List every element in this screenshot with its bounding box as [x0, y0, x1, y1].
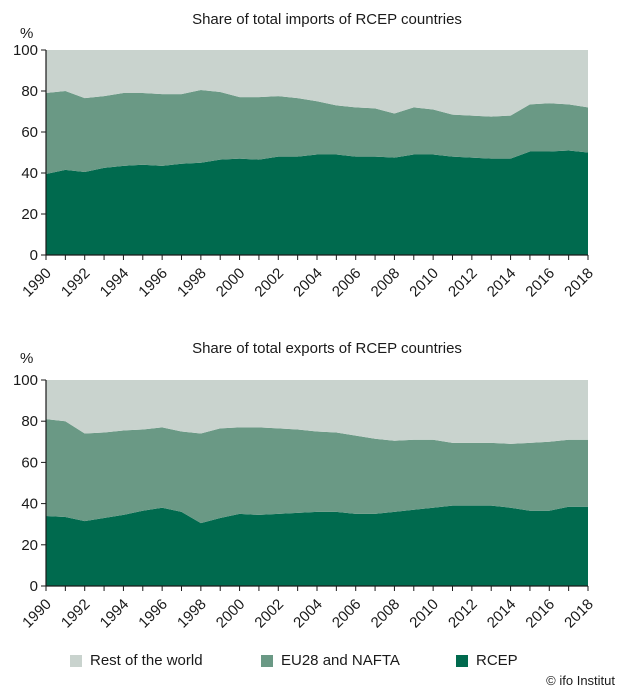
imports-y-unit-label: % — [20, 25, 33, 42]
imports-area-eu28-and-nafta — [46, 89, 588, 175]
exports-x-tick-label-2014: 2014 — [484, 596, 520, 632]
legend-label-rcep: RCEP — [476, 652, 518, 669]
exports-area-rcep — [46, 505, 588, 586]
imports-chart-title: Share of total imports of RCEP countries — [192, 11, 462, 28]
exports-area-eu28-and-nafta — [46, 419, 588, 524]
imports-y-tick-label-60: 60 — [21, 124, 38, 141]
credit-text: © ifo Institut — [546, 673, 615, 688]
legend-label-eu28-nafta: EU28 and NAFTA — [281, 652, 400, 669]
imports-x-tick-label-2000: 2000 — [213, 265, 249, 301]
exports-x-tick-label-2012: 2012 — [445, 596, 481, 632]
exports-x-tick-label-2016: 2016 — [522, 596, 558, 632]
exports-x-tick-label-2008: 2008 — [368, 596, 404, 632]
imports-x-tick-label-2008: 2008 — [368, 265, 404, 301]
imports-x-tick-label-2016: 2016 — [522, 265, 558, 301]
imports-x-tick-label-2006: 2006 — [329, 265, 365, 301]
imports-y-tick-label-80: 80 — [21, 83, 38, 100]
exports-x-tick-label-2002: 2002 — [251, 596, 287, 632]
exports-x-tick-label-2000: 2000 — [213, 596, 249, 632]
imports-y-tick-label-20: 20 — [21, 206, 38, 223]
imports-x-tick-label-1996: 1996 — [135, 265, 171, 301]
legend-swatch-rest-of-world — [70, 654, 82, 667]
imports-x-tick-label-2014: 2014 — [484, 265, 520, 301]
legend-item-rest-of-world: Rest of the world — [70, 652, 203, 669]
exports-y-tick-label-40: 40 — [21, 496, 38, 513]
imports-y-tick-label-100: 100 — [13, 42, 38, 59]
legend: Rest of the world EU28 and NAFTA RCEP — [0, 652, 623, 674]
imports-x-tick-label-1998: 1998 — [174, 265, 210, 301]
imports-x-tick-label-1994: 1994 — [97, 265, 133, 301]
imports-y-tick-label-0: 0 — [30, 247, 38, 264]
exports-y-tick-label-100: 100 — [13, 372, 38, 389]
exports-x-tick-label-2018: 2018 — [561, 596, 597, 632]
legend-swatch-rcep — [456, 654, 468, 667]
legend-item-eu28-nafta: EU28 and NAFTA — [261, 652, 400, 669]
imports-x-tick-label-1990: 1990 — [19, 265, 55, 301]
exports-y-unit-label: % — [20, 350, 33, 367]
exports-x-tick-label-2006: 2006 — [329, 596, 365, 632]
imports-x-tick-label-2012: 2012 — [445, 265, 481, 301]
legend-label-rest-of-world: Rest of the world — [90, 652, 203, 669]
exports-x-tick-label-1994: 1994 — [97, 596, 133, 632]
exports-x-tick-label-2004: 2004 — [290, 596, 326, 632]
exports-x-tick-label-2010: 2010 — [406, 596, 442, 632]
exports-x-tick-label-1992: 1992 — [58, 596, 94, 632]
imports-x-tick-label-1992: 1992 — [58, 265, 94, 301]
exports-y-tick-label-0: 0 — [30, 578, 38, 595]
imports-y-tick-label-40: 40 — [21, 165, 38, 182]
imports-x-tick-label-2002: 2002 — [251, 265, 287, 301]
imports-x-tick-label-2010: 2010 — [406, 265, 442, 301]
exports-x-tick-label-1990: 1990 — [19, 596, 55, 632]
imports-x-tick-label-2018: 2018 — [561, 265, 597, 301]
imports-area-rest-of-the-world — [46, 50, 588, 117]
exports-chart-title: Share of total exports of RCEP countries — [192, 340, 462, 357]
exports-y-tick-label-20: 20 — [21, 537, 38, 554]
legend-swatch-eu28-nafta — [261, 654, 273, 667]
imports-area-rcep — [46, 150, 588, 255]
exports-area-rest-of-the-world — [46, 380, 588, 444]
imports-x-tick-label-2004: 2004 — [290, 265, 326, 301]
exports-x-tick-label-1996: 1996 — [135, 596, 171, 632]
exports-y-tick-label-80: 80 — [21, 413, 38, 430]
exports-y-tick-label-60: 60 — [21, 454, 38, 471]
exports-x-tick-label-1998: 1998 — [174, 596, 210, 632]
legend-item-rcep: RCEP — [456, 652, 518, 669]
